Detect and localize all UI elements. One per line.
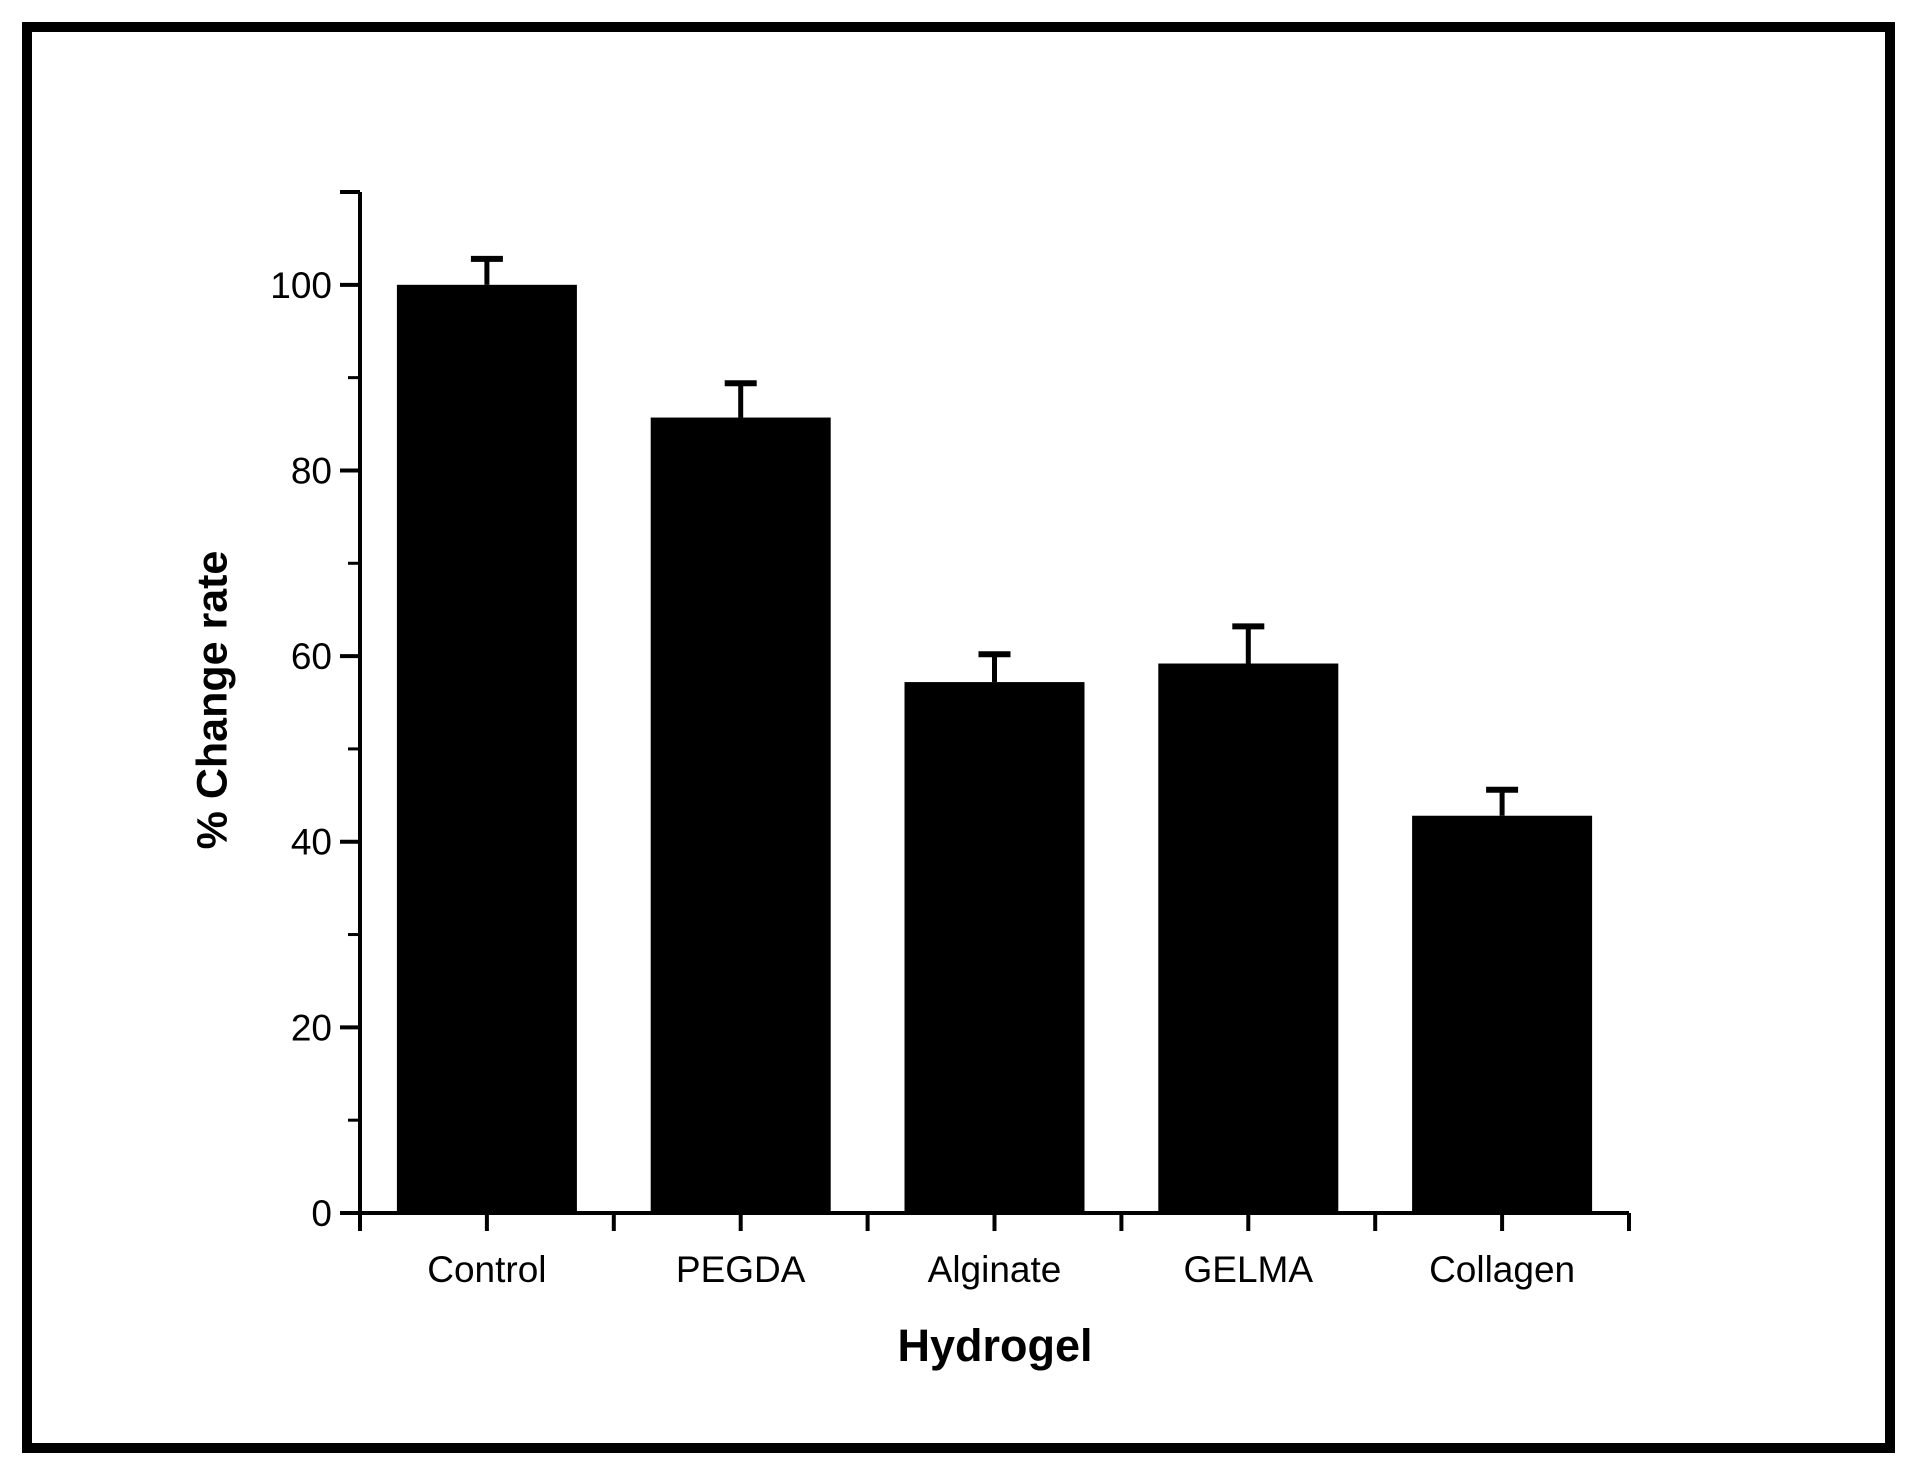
x-axis-title: Hydrogel [897, 1320, 1093, 1371]
bar-pegda [650, 417, 831, 1213]
x-tick-label-pegda: PEGDA [676, 1249, 806, 1290]
x-tick-label-alginate: Alginate [928, 1249, 1062, 1290]
x-tick-label-collagen: Collagen [1429, 1249, 1575, 1290]
bar-collagen [1412, 815, 1593, 1213]
y-tick-label: 80 [291, 450, 332, 491]
y-tick-label: 100 [270, 265, 332, 306]
bar-control [396, 284, 577, 1213]
y-tick-label: 60 [291, 636, 332, 677]
y-tick-label: 20 [291, 1007, 332, 1048]
x-tick-label-gelma: GELMA [1184, 1249, 1314, 1290]
y-axis-title: % Change rate [188, 550, 237, 850]
y-tick-label: 40 [291, 822, 332, 863]
bar-alginate [904, 682, 1085, 1213]
x-tick-label-control: Control [427, 1249, 546, 1290]
bar-gelma [1158, 663, 1339, 1213]
y-tick-label: 0 [311, 1193, 332, 1234]
